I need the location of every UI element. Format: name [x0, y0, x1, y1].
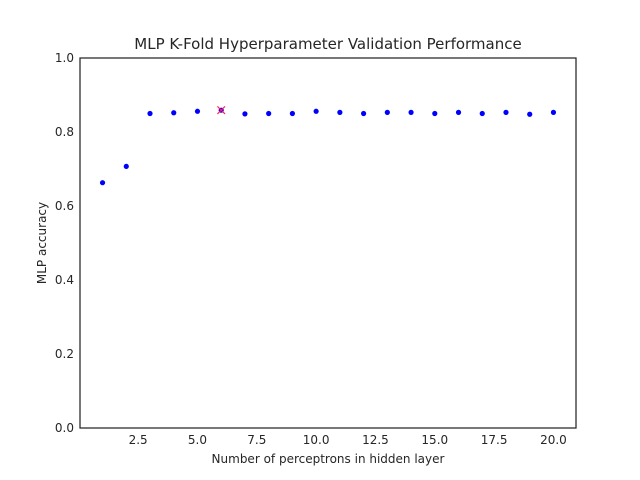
chart-title: MLP K-Fold Hyperparameter Validation Per… — [134, 35, 521, 53]
plot-area — [99, 105, 557, 186]
y-tick-label: 1.0 — [55, 51, 74, 65]
best-point-marker — [216, 105, 226, 115]
data-point — [171, 110, 177, 116]
x-tick-label: 5.0 — [188, 433, 207, 447]
plot-frame — [79, 57, 577, 429]
x-tick-label: 15.0 — [421, 433, 448, 447]
data-point — [99, 180, 106, 186]
data-point — [479, 110, 485, 117]
x-tick-label: 17.5 — [481, 433, 508, 447]
data-point — [266, 110, 272, 117]
data-point — [289, 110, 296, 117]
data-point — [432, 110, 438, 117]
x-axis-ticks: 2.5 5.0 7.5 10.0 12.5 15.0 17.5 20.0 — [129, 433, 567, 447]
data-point — [337, 109, 343, 115]
y-tick-label: 0.0 — [55, 421, 74, 435]
y-tick-label: 0.4 — [55, 273, 74, 287]
data-point — [408, 109, 414, 115]
x-tick-label: 10.0 — [303, 433, 330, 447]
data-point — [147, 110, 153, 117]
data-point — [360, 110, 367, 117]
data-point — [550, 109, 557, 115]
x-tick-label: 12.5 — [362, 433, 389, 447]
data-point — [123, 163, 129, 170]
x-tick-label: 2.5 — [129, 433, 148, 447]
x-tick-label: 7.5 — [247, 433, 266, 447]
data-point — [503, 109, 509, 115]
y-tick-label: 0.6 — [55, 199, 74, 213]
y-axis-label: MLP accuracy — [35, 202, 49, 284]
y-tick-label: 0.2 — [55, 347, 74, 361]
data-point — [455, 109, 462, 115]
data-point — [313, 108, 319, 114]
data-point — [527, 111, 533, 117]
data-point — [194, 108, 201, 114]
x-axis-label: Number of perceptrons in hidden layer — [212, 452, 445, 466]
x-tick-label: 20.0 — [540, 433, 567, 447]
y-axis-ticks: 0.0 0.2 0.4 0.6 0.8 1.0 — [55, 51, 74, 435]
data-point — [384, 109, 390, 115]
y-tick-label: 0.8 — [55, 125, 74, 139]
data-point — [242, 111, 248, 117]
